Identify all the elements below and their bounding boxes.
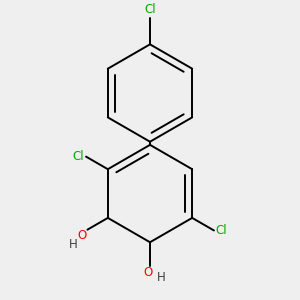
Text: O: O [144,266,153,279]
Text: H: H [157,272,166,284]
Text: Cl: Cl [144,3,156,16]
Text: H: H [69,238,78,250]
Text: O: O [77,229,86,242]
Text: Cl: Cl [73,150,85,163]
Text: Cl: Cl [215,224,227,237]
